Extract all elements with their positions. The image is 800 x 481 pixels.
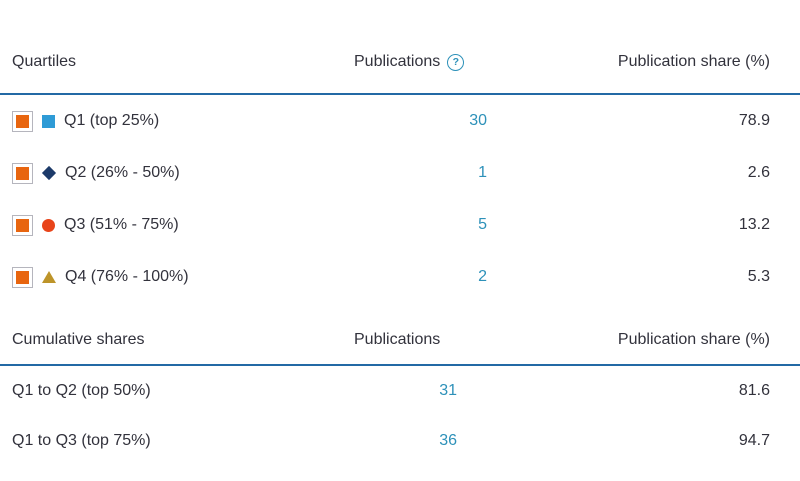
cumulative-shares-column-header: Cumulative shares (12, 331, 145, 348)
publications-header-label: Publications (354, 331, 441, 348)
table-row-q2: Q2 (26% - 50%) 1 2.6 (0, 147, 800, 199)
row-label: Q1 (top 25%) (64, 112, 160, 129)
q1-series-marker-icon (42, 114, 55, 128)
publication-share-column-header: Publication share (%) (617, 331, 770, 348)
row-label: Q3 (51% - 75%) (64, 216, 179, 233)
row-label: Q1 to Q2 (top 50%) (12, 382, 151, 399)
q4-series-marker-icon (42, 271, 56, 283)
checkbox-checked-icon (16, 270, 29, 284)
checkbox-checked-icon (16, 114, 29, 128)
publications-header-label: Publications (354, 53, 441, 70)
q1-to-q2-publications-count-link[interactable]: 31 (439, 382, 457, 399)
q1-checkbox[interactable] (12, 110, 33, 132)
table-row-q3: Q3 (51% - 75%) 5 13.2 (0, 199, 800, 251)
table-row-q1-to-q2: Q1 to Q2 (top 50%) 31 81.6 (0, 366, 800, 416)
row-label: Q4 (76% - 100%) (65, 268, 189, 285)
table-row-q1: Q1 (top 25%) 30 78.9 (0, 95, 800, 147)
q3-series-marker-icon (42, 218, 55, 232)
publication-share-column-header: Publication share (%) (617, 53, 770, 70)
q4-publication-share-value: 5.3 (747, 268, 770, 285)
quartiles-header-row: Quartiles Publications ? Publication sha… (0, 0, 800, 95)
publications-column-header: Publications (354, 331, 487, 349)
q4-checkbox[interactable] (12, 266, 33, 288)
q1-to-q2-publication-share-value: 81.6 (738, 382, 770, 399)
q3-publications-count-link[interactable]: 5 (478, 216, 487, 233)
q4-publications-count-link[interactable]: 2 (478, 268, 487, 285)
checkbox-checked-icon (16, 166, 29, 180)
q3-checkbox[interactable] (12, 214, 33, 236)
q1-publications-count-link[interactable]: 30 (469, 112, 487, 129)
q2-checkbox[interactable] (12, 162, 33, 184)
q1-publication-share-value: 78.9 (738, 112, 770, 129)
checkbox-checked-icon (16, 218, 29, 232)
q1-to-q3-publications-count-link[interactable]: 36 (439, 432, 457, 449)
table-row-q1-to-q3: Q1 to Q3 (top 75%) 36 94.7 (0, 416, 800, 466)
q2-publications-count-link[interactable]: 1 (478, 164, 487, 181)
cumulative-header-row: Cumulative shares Publications Publicati… (0, 303, 800, 366)
q3-publication-share-value: 13.2 (738, 216, 770, 233)
quartiles-column-header: Quartiles (12, 53, 77, 70)
q2-series-marker-icon (41, 165, 57, 181)
cumulative-shares-section: Cumulative shares Publications Publicati… (0, 303, 800, 466)
row-label: Q1 to Q3 (top 75%) (12, 432, 151, 449)
publications-column-header: Publications ? (354, 53, 487, 71)
table-row-q4: Q4 (76% - 100%) 2 5.3 (0, 251, 800, 303)
q1-to-q3-publication-share-value: 94.7 (738, 432, 770, 449)
help-icon[interactable]: ? (447, 53, 465, 71)
row-label: Q2 (26% - 50%) (65, 164, 180, 181)
q2-publication-share-value: 2.6 (747, 164, 770, 181)
